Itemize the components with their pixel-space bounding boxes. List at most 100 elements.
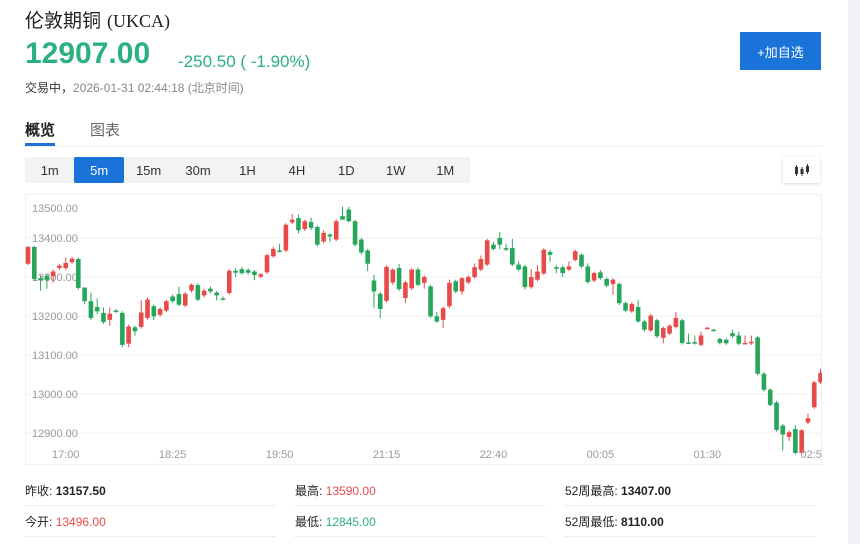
candle-body [277, 250, 282, 252]
x-tick-label: 02:55 [800, 449, 822, 461]
candlestick-chart[interactable]: 13500.00 13400.00 13300.00 13200.00 13100.00… [25, 194, 822, 465]
period-30m[interactable]: 30m [185, 162, 211, 178]
instrument-title: 伦敦期铜 (UKCA) [25, 6, 170, 33]
candle-body [447, 282, 452, 307]
candle-body [94, 307, 100, 312]
candle-body [686, 342, 691, 345]
period-1m[interactable]: 1m [40, 162, 59, 178]
candle-body [434, 316, 440, 322]
stat-high: 最高: 13590.00 [295, 482, 376, 499]
period-1h[interactable]: 1H [239, 162, 256, 178]
stat-low: 最低: 12845.00 [295, 513, 376, 530]
chart-type-button[interactable] [783, 156, 820, 183]
candle-body [805, 418, 811, 423]
candle-body [453, 281, 459, 292]
candle-body [315, 227, 320, 245]
candle-body [226, 270, 232, 293]
candle-body [220, 298, 226, 300]
candle-body [201, 290, 207, 296]
y-tick-label: 13400.00 [32, 233, 78, 245]
candlestick-icon [794, 163, 809, 176]
candle-body [327, 234, 333, 237]
candle-body [730, 333, 735, 337]
candle-body [415, 269, 421, 285]
candle-body [101, 312, 106, 323]
candle-body [572, 251, 578, 260]
tab-overview[interactable]: 概览 [25, 122, 56, 139]
candle-body [629, 303, 635, 312]
candle-body [466, 277, 471, 283]
candle-body [252, 271, 257, 276]
candle-body [547, 252, 553, 255]
candle-body [698, 335, 704, 345]
candle-body [522, 266, 528, 288]
candle-body [138, 312, 144, 327]
candle-body [31, 246, 37, 279]
stat-prev-close: 昨收: 13157.50 [25, 482, 106, 499]
stat-open: 今开: 13496.00 [25, 513, 106, 530]
period-selector: 1m 5m 15m 30m 1H 4H 1D 1W 1M [25, 157, 470, 183]
candle-body [591, 273, 597, 281]
price-change: -250.50 ( -1.90%) [178, 52, 311, 71]
candle-body [302, 221, 308, 230]
period-1w[interactable]: 1W [386, 162, 406, 178]
period-1mo[interactable]: 1M [436, 162, 455, 178]
candle-body [660, 328, 666, 338]
candle-body [390, 269, 396, 283]
candle-body [371, 280, 377, 292]
stat-value: 13590.00 [325, 484, 376, 498]
candle-body [176, 294, 182, 305]
stat-label: 52周最高: [565, 484, 618, 498]
candle-body [717, 339, 723, 343]
candle-body [50, 271, 56, 277]
period-15m[interactable]: 15m [135, 162, 162, 178]
candle-body [510, 248, 515, 265]
candle-body [321, 232, 326, 242]
candle-body [780, 425, 786, 435]
stat-label: 最高: [295, 484, 323, 498]
candle-body [610, 279, 616, 285]
candle-body [767, 389, 773, 405]
candle-body [497, 238, 503, 245]
candle-body [528, 277, 534, 288]
candle-body [384, 266, 389, 301]
period-5m[interactable]: 5m [74, 157, 124, 183]
candle-body [673, 317, 679, 327]
candle-body [289, 219, 295, 223]
candle-body [554, 267, 559, 269]
candle-body [365, 250, 370, 264]
stat-label: 昨收: [25, 484, 53, 498]
period-4h[interactable]: 4H [288, 162, 306, 178]
candle-body [377, 293, 383, 309]
period-1d[interactable]: 1D [338, 162, 355, 178]
y-tick-label: 13500.00 [32, 203, 78, 215]
candle-body [755, 337, 760, 374]
candle-body [63, 262, 69, 269]
stat-value: 13407.00 [621, 484, 672, 498]
candle-body [107, 313, 113, 320]
stat-value: 13496.00 [55, 515, 106, 529]
add-watchlist-button[interactable]: +加自选 [740, 32, 821, 70]
candle-body [484, 240, 490, 265]
active-tab-indicator [25, 143, 55, 146]
y-tick-label: 13100.00 [32, 350, 78, 362]
tab-chart[interactable]: 图表 [90, 122, 121, 139]
trade-status: 交易中，2026-01-31 02:44:18 (北京时间) [25, 79, 244, 96]
candle-body [258, 274, 264, 277]
candle-body [233, 270, 238, 273]
candle-body [25, 246, 31, 264]
stat-value: 8110.00 [621, 515, 664, 529]
candle-body [38, 278, 43, 281]
candle-body [604, 278, 609, 286]
candle-body [793, 429, 798, 453]
candle-body [428, 286, 433, 317]
candle-body [208, 288, 213, 292]
candle-body [516, 264, 521, 270]
candle-body [742, 342, 748, 345]
timestamp: 2026-01-31 02:44:18 (北京时间) [73, 81, 244, 95]
x-tick-label: 17:00 [52, 449, 80, 461]
candle-body [598, 272, 603, 279]
y-tick-label: 12900.00 [32, 428, 78, 440]
candle-body [346, 209, 352, 222]
x-tick-label: 21:15 [373, 449, 401, 461]
